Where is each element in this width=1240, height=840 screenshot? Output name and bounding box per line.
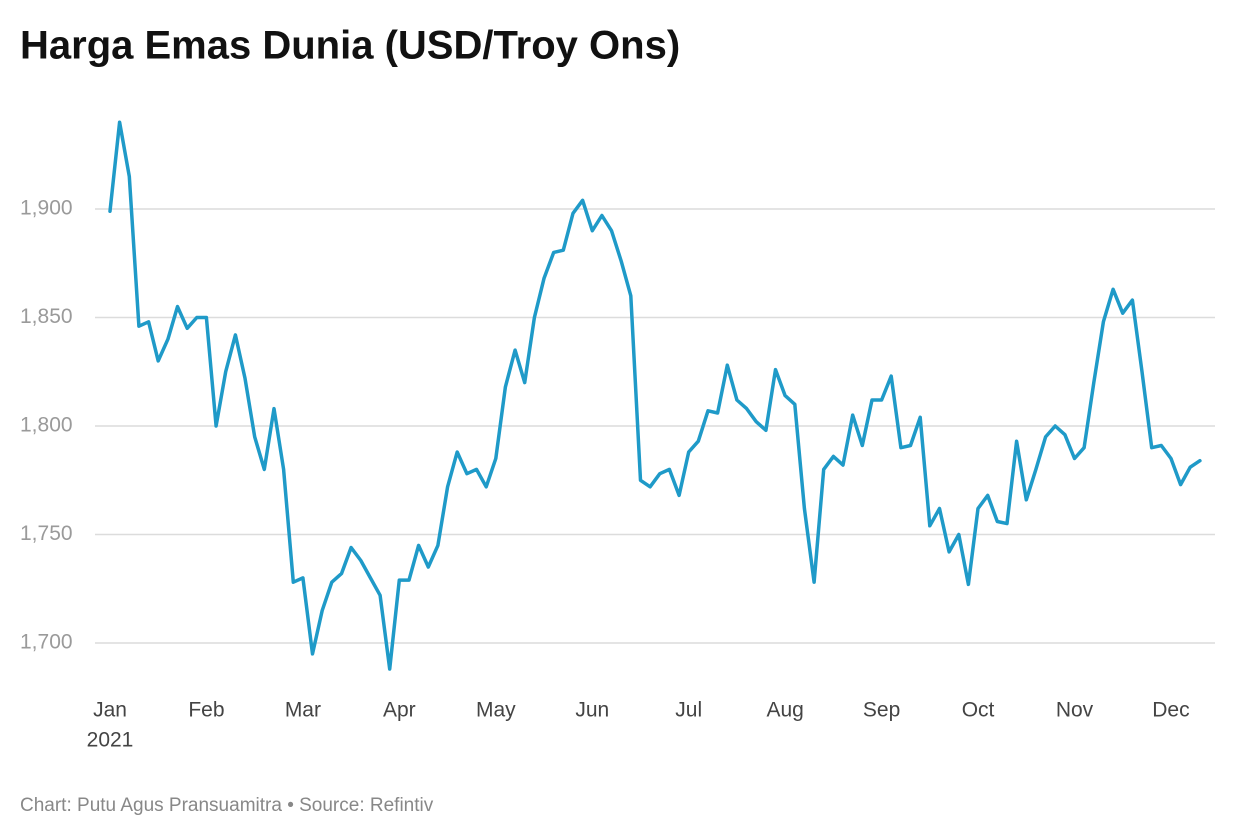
line (108, 120, 1202, 671)
x-tick-label: Apr (383, 699, 416, 722)
x-tick-label: Feb (188, 699, 224, 722)
chart-title: Harga Emas Dunia (USD/Troy Ons) (20, 24, 680, 68)
y-tick-label: 1,700 (20, 631, 73, 654)
x-tick-label: Oct (962, 699, 995, 722)
x-tick-label: Dec (1152, 699, 1189, 722)
x-tick-label: Jul (675, 699, 702, 722)
x-tick-label: Jun (575, 699, 609, 722)
x-tick-label: Jan (93, 699, 127, 722)
x-sublabel: 2021 (87, 729, 134, 752)
x-tick-label: Sep (863, 699, 900, 722)
x-tick-label: Nov (1056, 699, 1094, 722)
y-tick-label: 1,900 (20, 197, 73, 220)
y-tick-label: 1,800 (20, 414, 73, 437)
x-tick-label: Mar (285, 699, 321, 722)
x-tick-label: May (476, 699, 516, 722)
footer: Chart: Putu Agus Pransuamitra • Source: … (20, 795, 434, 816)
y-tick-label: 1,750 (20, 522, 73, 545)
x-tick-label: Aug (766, 699, 803, 722)
y-tick-label: 1,850 (20, 305, 73, 328)
